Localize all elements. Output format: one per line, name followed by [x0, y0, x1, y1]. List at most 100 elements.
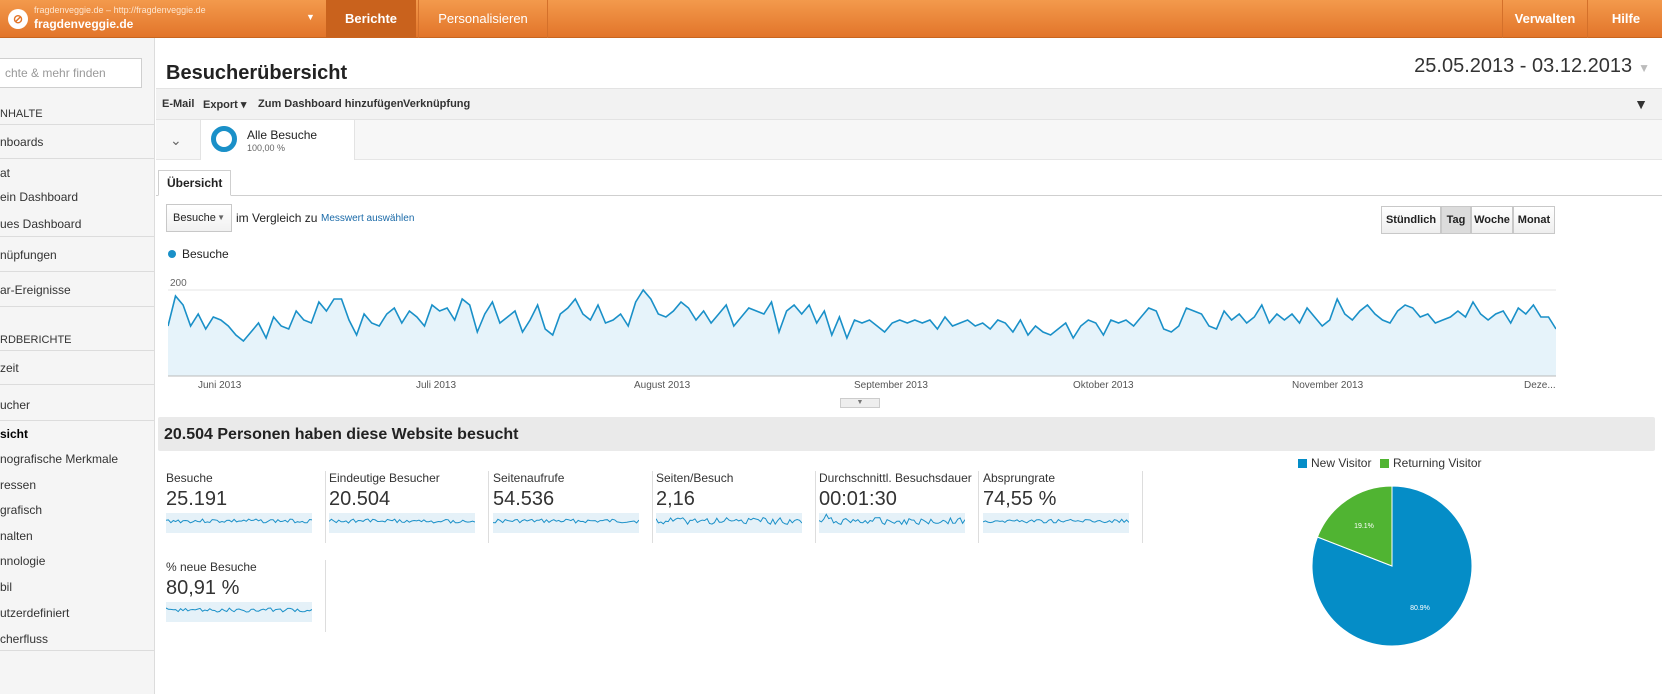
sparkline-line: [166, 518, 312, 524]
sidebar-item-dashboards[interactable]: nboards: [0, 135, 44, 149]
sparkline: [656, 513, 802, 533]
sidebar-item-mein-dashboard[interactable]: ein Dashboard: [0, 190, 79, 204]
sidebar-item-technologie[interactable]: nnologie: [0, 554, 46, 568]
sidebar-item-demografische-merkmale[interactable]: nografische Merkmale: [0, 452, 119, 466]
pie-slice-label: 19.1%: [1354, 523, 1374, 530]
account-url: fragdenveggie.de – http://fragdenveggie.…: [34, 5, 206, 15]
x-tick-label: Juli 2013: [416, 380, 456, 391]
sparkline: [819, 513, 965, 533]
sidebar-header-standardberichte: RDBERICHTE: [0, 334, 72, 346]
select-metric-link[interactable]: Messwert auswählen: [321, 213, 415, 224]
metric-card[interactable]: % neue Besuche 80,91 %: [166, 560, 326, 632]
segment-all-visits[interactable]: Alle Besuche 100,00 %: [200, 120, 355, 160]
account-selector[interactable]: ⊘ fragdenveggie.de – http://fragdenveggi…: [0, 0, 320, 38]
top-navigation-bar: ⊘ fragdenveggie.de – http://fragdenveggi…: [0, 0, 1662, 38]
export-button[interactable]: Export ▾: [203, 99, 247, 111]
sidebar-header-inhalte: NHALTE: [0, 108, 43, 120]
sidebar: chte & mehr finden NHALTE nboards at ein…: [0, 38, 155, 694]
main-content: Besucherübersicht 25.05.2013 - 03.12.201…: [156, 38, 1662, 694]
metric-select-value: Besuche: [173, 212, 216, 224]
x-tick-label: September 2013: [854, 380, 928, 391]
chevron-down-icon[interactable]: ⌄: [170, 132, 182, 148]
granularity-day-button[interactable]: Tag: [1441, 206, 1471, 234]
nav-hilfe[interactable]: Hilfe: [1611, 11, 1641, 26]
chart-resize-handle[interactable]: ▼: [840, 398, 880, 408]
pie-slice-label: 80.9%: [1410, 605, 1430, 612]
series-line-besuche: [168, 288, 1556, 343]
nav-berichte[interactable]: Berichte: [326, 0, 416, 38]
sparkline: [329, 513, 475, 533]
sidebar-item-kalender-ereignisse[interactable]: ar-Ereignisse: [0, 283, 71, 297]
account-name: fragdenveggie.de: [34, 17, 134, 31]
metric-label: Seiten/Besuch: [656, 471, 734, 485]
metric-card[interactable]: Durchschnittl. Besuchsdauer 00:01:30: [819, 471, 979, 543]
sidebar-item-privat[interactable]: at: [0, 166, 11, 180]
metric-card[interactable]: Besuche 25.191: [166, 471, 326, 543]
sidebar-item-mobil[interactable]: bil: [0, 580, 13, 594]
metric-label: Seitenaufrufe: [493, 471, 565, 485]
x-tick-label: November 2013: [1292, 380, 1364, 391]
sidebar-item-verknuepfungen[interactable]: nüpfungen: [0, 248, 57, 262]
search-input[interactable]: chte & mehr finden: [0, 58, 142, 88]
metric-value: 20.504: [329, 488, 391, 510]
chevron-down-icon: ▼: [1638, 61, 1650, 75]
sidebar-item-echtzeit[interactable]: zeit: [0, 361, 19, 375]
x-tick-label: Oktober 2013: [1073, 380, 1134, 391]
email-button[interactable]: E-Mail: [162, 98, 195, 110]
sidebar-item-benutzerdefiniert[interactable]: utzerdefiniert: [0, 606, 70, 620]
add-to-dashboard-button[interactable]: Zum Dashboard hinzufügen: [258, 98, 404, 110]
chevron-down-icon: ▼: [306, 12, 315, 22]
compare-label: im Vergleich zu: [236, 211, 318, 225]
metric-value: 00:01:30: [819, 488, 897, 510]
metric-select[interactable]: Besuche ▼: [166, 204, 232, 232]
granularity-hourly-button[interactable]: Stündlich: [1381, 206, 1441, 234]
metric-value: 80,91 %: [166, 577, 240, 599]
granularity-week-button[interactable]: Woche: [1471, 206, 1513, 234]
nav-verwalten[interactable]: Verwalten: [1502, 0, 1588, 38]
sparkline-line: [819, 513, 965, 526]
sparkline: [983, 513, 1129, 533]
segment-name: Alle Besuche: [247, 128, 318, 142]
page-title: Besucherübersicht: [166, 62, 348, 84]
nav-personalisieren[interactable]: Personalisieren: [418, 0, 548, 38]
pie-slice[interactable]: [1316, 486, 1393, 567]
visitor-type-pie-chart[interactable]: 80.9% 19.1%: [1312, 486, 1472, 646]
summary-title: 20.504 Personen haben diese Website besu…: [164, 426, 519, 443]
tab-bar: Übersicht: [156, 170, 1662, 196]
sidebar-item-besucher[interactable]: ucher: [0, 398, 31, 412]
metric-value: 2,16: [656, 488, 695, 510]
metric-label: Absprungrate: [983, 471, 1056, 485]
metric-card[interactable]: Absprungrate 74,55 %: [983, 471, 1143, 543]
date-range-text: 25.05.2013 - 03.12.2013: [1414, 55, 1633, 77]
legend-swatch-new: [1298, 459, 1307, 468]
legend-swatch-returning: [1380, 459, 1389, 468]
sparkline-line: [656, 516, 802, 526]
metric-card[interactable]: Seitenaufrufe 54.536: [493, 471, 653, 543]
y-tick-label: 200: [170, 278, 187, 289]
tab-uebersicht[interactable]: Übersicht: [158, 170, 232, 196]
sparkline-line: [983, 518, 1129, 524]
sidebar-item-geografisch[interactable]: grafisch: [0, 503, 43, 517]
sparkline-line: [166, 607, 312, 613]
sidebar-item-besucherfluss[interactable]: cherfluss: [0, 632, 49, 646]
granularity-month-button[interactable]: Monat: [1513, 206, 1555, 234]
segment-bar: ⌄ Alle Besuche 100,00 %: [156, 120, 1662, 160]
sidebar-item-verhalten[interactable]: nalten: [0, 529, 33, 543]
graduation-cap-icon[interactable]: ▼: [1634, 96, 1648, 112]
date-range-picker[interactable]: 25.05.2013 - 03.12.2013 ▼: [1414, 55, 1650, 78]
pie-legend-new: New Visitor: [1298, 456, 1371, 470]
metric-label: % neue Besuche: [166, 560, 257, 574]
sidebar-item-neues-dashboard[interactable]: ues Dashboard: [0, 217, 82, 231]
metric-label: Besuche: [166, 471, 213, 485]
summary-header: 20.504 Personen haben diese Website besu…: [158, 417, 1655, 451]
metric-card[interactable]: Seiten/Besuch 2,16: [656, 471, 816, 543]
metric-label: Durchschnittl. Besuchsdauer: [819, 471, 972, 485]
x-tick-label: Deze...: [1524, 380, 1556, 391]
sidebar-item-uebersicht[interactable]: sicht: [0, 427, 29, 441]
metric-card[interactable]: Eindeutige Besucher 20.504: [329, 471, 489, 543]
shortcut-button[interactable]: Verknüpfung: [403, 98, 471, 110]
metric-value: 74,55 %: [983, 488, 1057, 510]
sidebar-item-interessen[interactable]: ressen: [0, 478, 37, 492]
x-tick-label: August 2013: [634, 380, 691, 391]
